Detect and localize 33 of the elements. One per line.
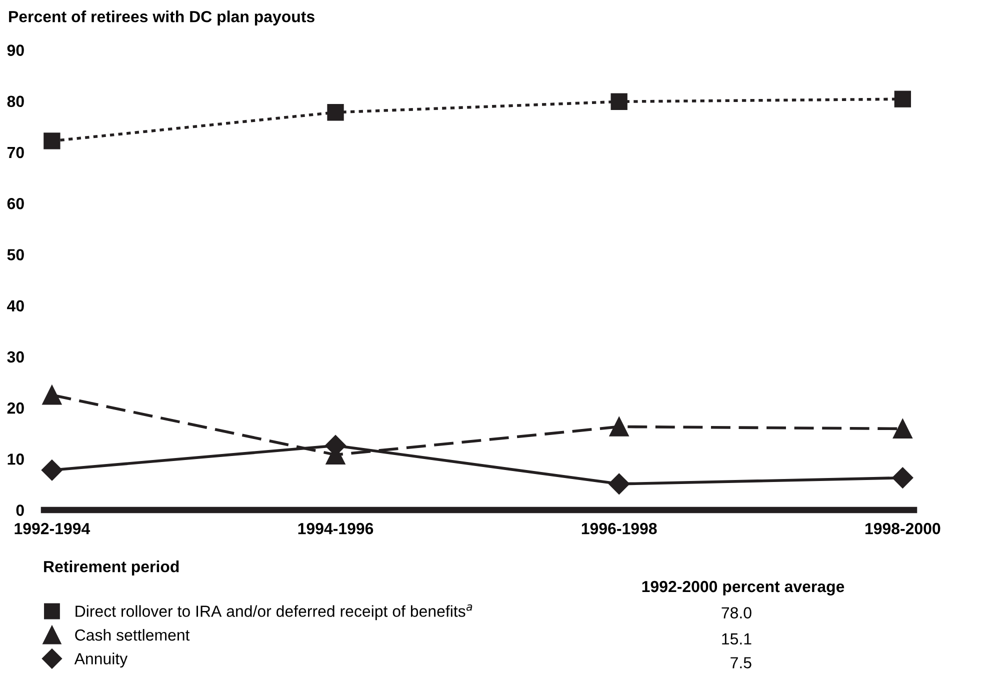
text: 78.0 [722,607,752,618]
y-tick-label: 0 [16,504,24,516]
y-tick-label: 40 [7,300,24,312]
y-tick-label: 10 [8,454,24,465]
y-tick-label: 60 [7,198,24,210]
y-tick-label: 80 [7,96,24,108]
text: 7.5 [730,657,752,668]
point [327,104,344,121]
legend-label: Cash settlement [75,628,190,641]
point [894,90,911,108]
y-tick-label: 50 [7,249,24,260]
chart-title: Percent of retirees with DC plan payouts [9,10,314,26]
point [892,419,912,438]
x-tick-label: 1992-1994 [14,522,90,534]
x-tick-label: 1996-1998 [582,522,657,534]
y-tick-label: 70 [7,146,24,158]
point [609,416,629,436]
point [41,460,62,481]
point [42,385,62,405]
x-axis-title: Retirement period [44,560,179,576]
legend-label: Annuity [74,652,128,668]
point [892,467,914,488]
x-tick-label: 1998-2000 [865,522,940,534]
y-tick-label: 90 [7,44,24,56]
text: 15.1 [722,633,752,645]
y-tick-label: 20 [7,402,24,414]
point [44,132,60,150]
x-tick-label: 1994-1996 [298,522,374,534]
y-tick-label: 30 [7,351,24,363]
legend-label: Direct rollover to IRA and/or deferred receipt of benefits$^{a}$ [76,604,472,620]
text: 1992-2000 percent average [642,580,844,596]
point [608,473,630,494]
point [610,93,628,110]
